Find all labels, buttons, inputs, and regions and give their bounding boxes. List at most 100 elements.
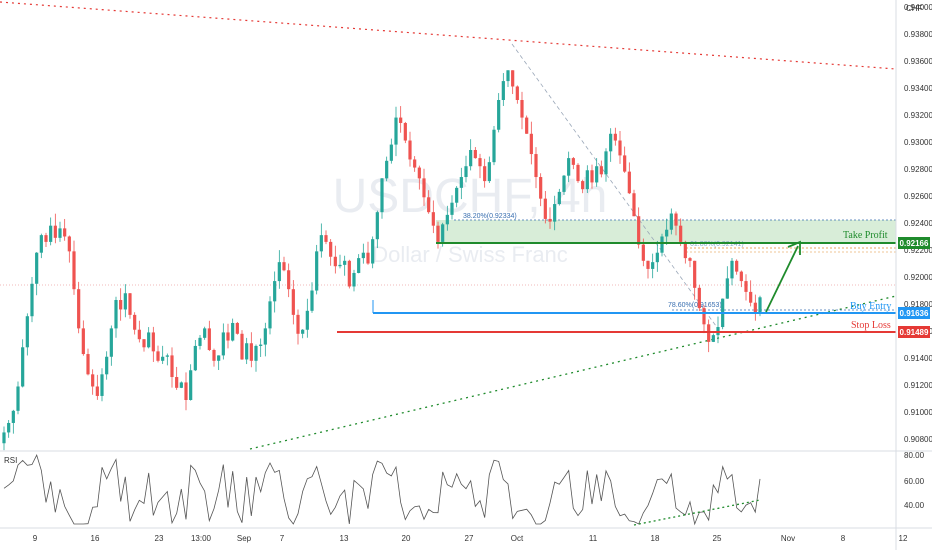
candle-body xyxy=(674,213,678,226)
candle-body xyxy=(361,252,365,259)
candle-body xyxy=(557,191,561,205)
candle-body xyxy=(497,100,501,130)
time-tick-label: 20 xyxy=(402,534,411,543)
candle-body xyxy=(338,264,342,267)
candle-body xyxy=(58,228,62,238)
candle-body xyxy=(511,70,515,87)
time-tick-label: 23 xyxy=(155,534,164,543)
candle-body xyxy=(179,382,183,388)
candle-body xyxy=(357,258,361,273)
price-tick-label: 0.93000 xyxy=(904,138,932,147)
candle-body xyxy=(464,166,468,178)
candle-body xyxy=(492,129,496,163)
candle-body xyxy=(296,314,300,334)
candle-body xyxy=(198,337,202,346)
candle-body xyxy=(455,187,459,203)
fib-label-61: 61.80%(0.92141) xyxy=(690,241,744,248)
candle-body xyxy=(2,432,6,444)
candle-body xyxy=(436,225,440,242)
candle-body xyxy=(637,216,641,245)
candle-body xyxy=(193,345,197,371)
candle-body xyxy=(646,260,650,269)
candle-body xyxy=(329,241,333,257)
candle-body xyxy=(151,332,155,352)
candle-body xyxy=(473,150,477,159)
candle-body xyxy=(72,251,76,290)
candle-body xyxy=(753,302,757,313)
time-tick-label: 9 xyxy=(33,534,38,543)
candle-body xyxy=(739,271,743,282)
candle-body xyxy=(67,236,71,252)
candle-body xyxy=(576,164,580,182)
rsi-label: RSI xyxy=(4,456,17,465)
candle-body xyxy=(697,287,701,309)
candle-body xyxy=(469,150,473,167)
price-tick-label: 0.92600 xyxy=(904,192,932,201)
candle-body xyxy=(25,316,29,348)
candle-body xyxy=(7,422,11,433)
candle-body xyxy=(543,198,547,219)
candle-body xyxy=(249,343,253,361)
time-tick-label: 27 xyxy=(465,534,474,543)
time-tick-label: 13 xyxy=(340,534,349,543)
candle-body xyxy=(702,308,706,325)
candle-body xyxy=(11,410,15,423)
price-tick-label: 0.90800 xyxy=(904,435,932,444)
candle-body xyxy=(254,345,258,361)
candle-body xyxy=(730,260,734,279)
candle-body xyxy=(63,228,67,237)
price-tick-label: 0.91200 xyxy=(904,381,932,390)
candle-body xyxy=(632,193,636,217)
candle-body xyxy=(758,297,762,313)
candle-body xyxy=(268,301,272,329)
candle-body xyxy=(53,225,57,238)
rsi-line xyxy=(3,454,761,526)
candle-body xyxy=(315,251,319,291)
projection-arrow xyxy=(765,245,799,313)
candle-body xyxy=(571,158,575,165)
candle-body xyxy=(263,328,267,345)
fib-trend-line xyxy=(511,43,717,327)
candle-body xyxy=(49,225,53,242)
time-tick-label: 11 xyxy=(589,534,598,543)
price-tick-label: 0.94000 xyxy=(904,3,932,12)
price-tick-label: 0.93400 xyxy=(904,84,932,93)
stop-loss-tag xyxy=(898,326,930,338)
candle-body xyxy=(305,310,309,330)
candle-body xyxy=(119,300,123,310)
candle-body xyxy=(525,117,529,134)
candle-body xyxy=(231,322,235,341)
candle-body xyxy=(137,329,141,340)
candle-body xyxy=(310,290,314,311)
candle-body xyxy=(203,328,207,338)
time-axis[interactable]: 9 16 23 13:00 Sep 7 13 20 27 Oct 11 18 25 Nov 8 12 xyxy=(33,534,908,543)
candle-body xyxy=(534,154,538,178)
stop-loss-price: 0.91489 xyxy=(900,328,929,337)
take-profit-label: Take Profit xyxy=(843,230,888,241)
time-tick-label: 13:00 xyxy=(191,534,212,543)
candle-body xyxy=(133,314,137,330)
candle-body xyxy=(16,386,20,411)
candle-body xyxy=(81,328,85,355)
candle-body xyxy=(735,260,739,272)
candle-body xyxy=(161,356,165,361)
candle-body xyxy=(287,270,291,290)
candle-body xyxy=(30,283,34,317)
buy-entry-tag xyxy=(898,307,930,319)
candle-body xyxy=(207,328,211,350)
candle-body xyxy=(660,236,664,253)
price-tick-label: 0.93600 xyxy=(904,57,932,66)
rsi-tick-label: 80.00 xyxy=(904,451,925,460)
candle-body xyxy=(44,235,48,242)
candle-body xyxy=(553,204,557,222)
time-tick-label: Sep xyxy=(237,534,252,543)
candle-body xyxy=(408,140,412,160)
candle-body xyxy=(21,347,25,387)
candle-body xyxy=(389,144,393,161)
rsi-trendline xyxy=(633,499,761,526)
candle-body xyxy=(403,122,407,141)
candle-body xyxy=(604,151,608,175)
candle-body xyxy=(147,332,151,348)
candle-body xyxy=(623,155,627,172)
